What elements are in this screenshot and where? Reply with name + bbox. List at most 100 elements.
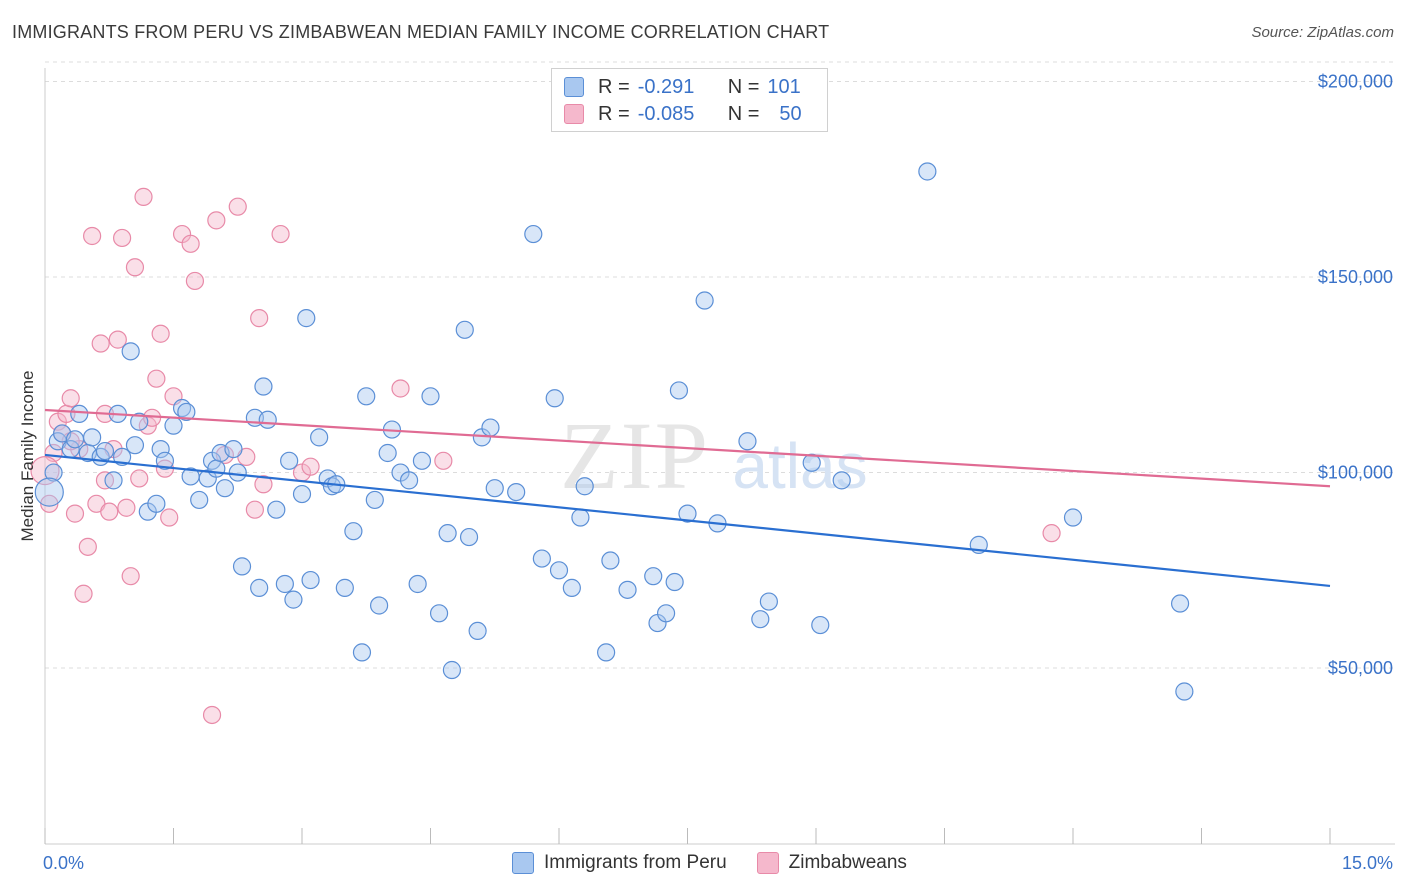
legend-swatch-pink (564, 104, 584, 124)
zimbabwean-trend-line (44, 408, 1331, 488)
zimbabwean-point (65, 504, 85, 523)
peru-point (468, 621, 487, 641)
peru-point (254, 377, 273, 396)
correlation-legend: R = -0.291 N = 101 R = -0.085 N = 50 (551, 68, 828, 132)
peru-point (408, 574, 427, 594)
y-tick-labels: $50,000 $100,000 $150,000 $200,000 (1318, 72, 1393, 678)
legend-row-zimbabwe: R = -0.085 N = 50 (564, 102, 802, 126)
peru-point (751, 610, 770, 629)
peru-point (459, 527, 479, 547)
zimbabwean-point (91, 334, 110, 353)
peru-point (365, 490, 384, 510)
peru-point (284, 590, 303, 609)
peru-point (292, 484, 312, 504)
peru-point (335, 578, 354, 597)
peru-point (549, 561, 569, 580)
zimbabwean-point (112, 228, 132, 248)
peru-point (1175, 682, 1194, 701)
zimbabwean-point (228, 197, 247, 216)
peru-point (275, 574, 294, 594)
peru-point (250, 578, 269, 597)
peru-point (297, 309, 316, 328)
legend-swatch-pink (756, 852, 779, 874)
peru-point (121, 342, 140, 361)
peru-point (399, 471, 419, 490)
legend-n-label: N = (727, 102, 760, 125)
peru-point (34, 477, 64, 507)
peru-point (601, 551, 620, 570)
peru-point (738, 432, 757, 451)
legend-label-peru: Immigrants from Peru (544, 852, 727, 873)
zimbabwean-point (74, 584, 93, 603)
zimbabwean-point (117, 498, 136, 517)
zimbabwean-point (271, 224, 290, 244)
peru-point (665, 572, 684, 592)
peru-point (455, 320, 474, 339)
peru-point (224, 439, 243, 459)
zimbabwean-point (83, 226, 102, 246)
x-tick-label: 15.0% (1342, 853, 1393, 873)
peru-point (228, 463, 247, 482)
peru-point (177, 402, 196, 422)
peru-point (155, 451, 175, 470)
peru-point (695, 291, 714, 310)
zimbabwean-point (134, 187, 153, 206)
zimbabwean-point (100, 502, 119, 521)
zimbabwean-point (108, 330, 127, 349)
peru-point (280, 451, 299, 470)
zimbabwean-point (434, 451, 453, 470)
legend-item-zimbabwe: Zimbabweans (756, 852, 907, 874)
source-credit: Source: ZipAtlas.com (1251, 24, 1394, 41)
peru-point (507, 483, 526, 502)
peru-point (575, 477, 594, 496)
peru-point (545, 389, 564, 408)
y-tick-label: $150,000 (1318, 267, 1393, 287)
zimbabwean-point (147, 369, 166, 388)
peru-point (656, 604, 676, 623)
peru-point (442, 660, 462, 680)
x-tick-label: 0.0% (43, 853, 84, 873)
peru-point (524, 224, 543, 244)
peru-point (267, 500, 286, 519)
zimbabwean-point (185, 271, 205, 291)
peru-point (190, 490, 209, 510)
peru-point (344, 522, 363, 541)
peru-point (1170, 594, 1190, 613)
legend-n-value: 101 (767, 75, 801, 98)
legend-r-value: -0.291 (637, 75, 695, 98)
peru-point (104, 471, 123, 490)
peru-point (130, 412, 149, 431)
peru-point (759, 592, 778, 611)
peru-point (301, 570, 320, 590)
legend-swatch-blue (512, 852, 534, 874)
series-legend: Immigrants from Peru Zimbabweans (512, 852, 937, 874)
peru-point (370, 596, 389, 615)
peru-point (811, 615, 830, 635)
zimbabwean-point (207, 211, 226, 230)
peru-point (125, 436, 145, 455)
y-axis-label: Median Family Income (18, 370, 37, 541)
series-immigrants-from-peru (34, 162, 1194, 701)
peru-point (352, 643, 372, 662)
peru-point (644, 567, 663, 586)
trendlines (44, 408, 1331, 588)
peru-point (95, 441, 115, 461)
peru-point (832, 471, 851, 490)
peru-point (147, 494, 166, 513)
peru-point (597, 643, 616, 662)
zimbabwean-point (130, 469, 149, 488)
peru-point (378, 443, 397, 463)
y-tick-label: $100,000 (1318, 463, 1393, 483)
peru-point (215, 479, 234, 498)
peru-point (70, 404, 89, 423)
peru-point (421, 387, 440, 406)
legend-r-value: -0.085 (637, 102, 695, 125)
legend-swatch-blue (564, 77, 584, 97)
peru-point (83, 428, 102, 447)
watermark: ZIP atlas (560, 402, 868, 509)
zimbabwean-point (245, 500, 264, 519)
zimbabwean-point (391, 379, 410, 398)
peru-point (44, 463, 63, 482)
peru-trend-line (44, 453, 1331, 588)
